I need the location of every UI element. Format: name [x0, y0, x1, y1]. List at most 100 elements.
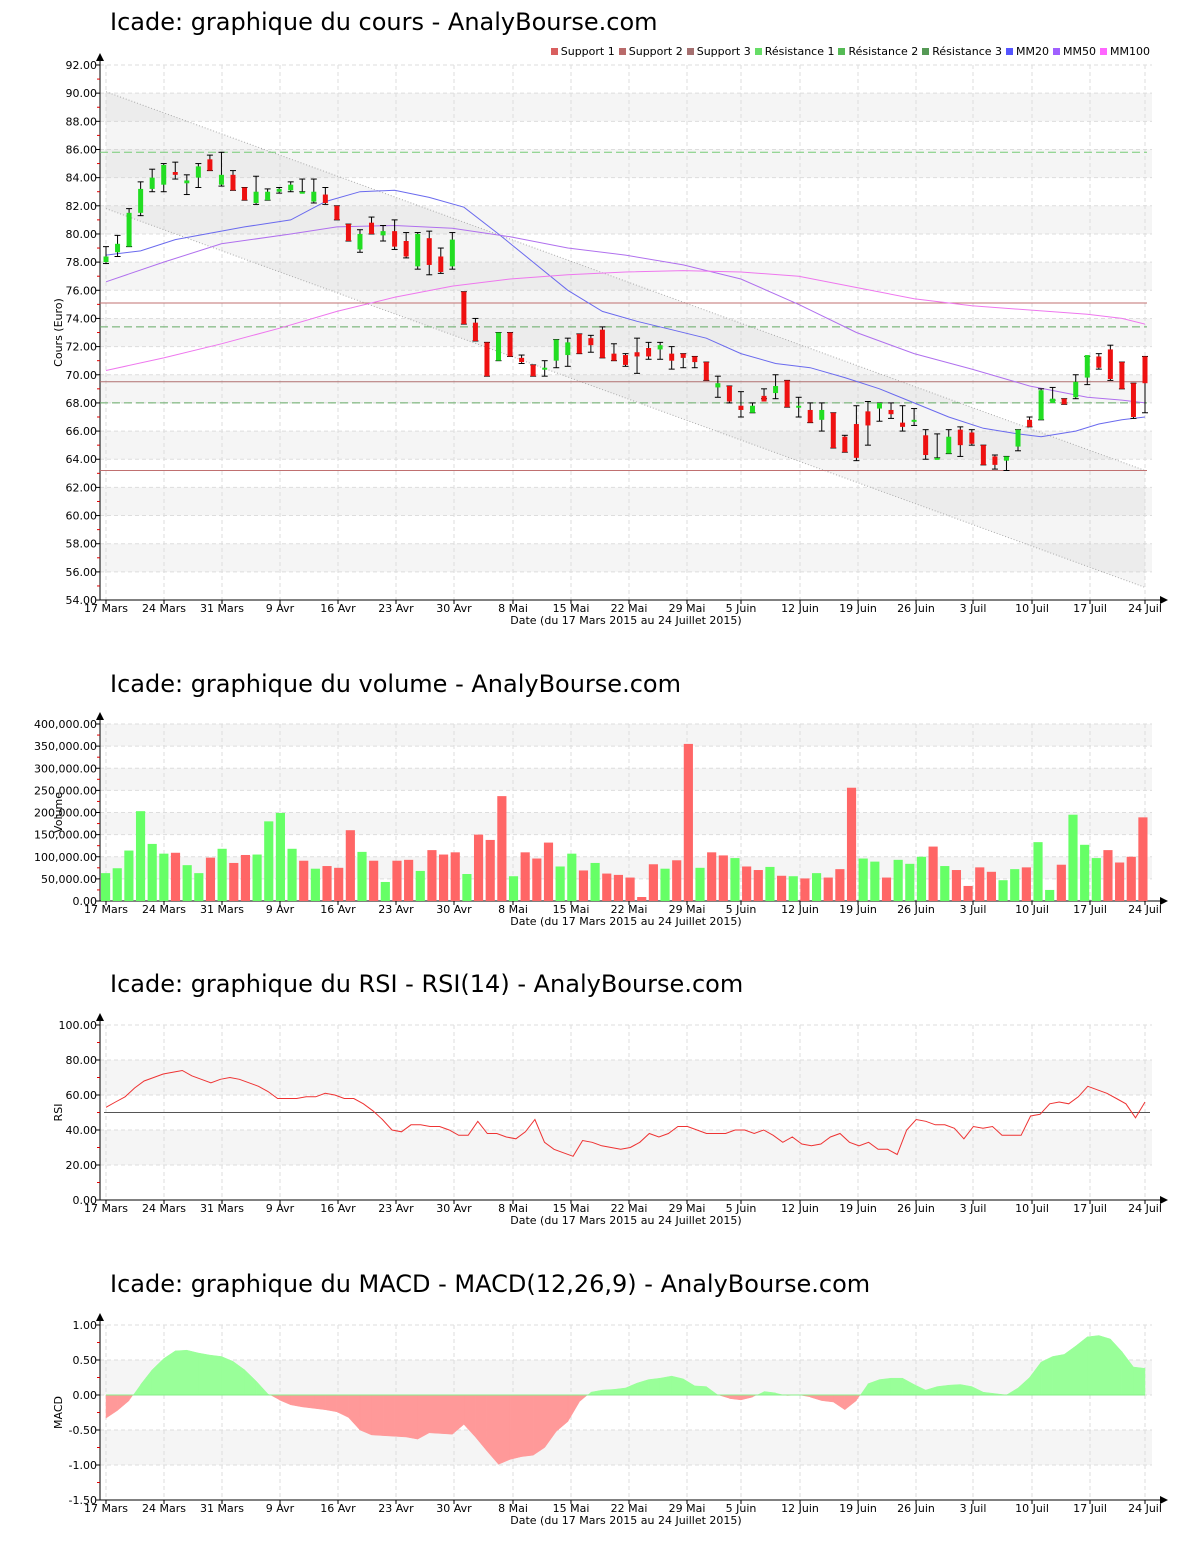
candle	[161, 164, 167, 185]
volume-bar	[229, 862, 239, 901]
x-axis-label: Date (du 17 Mars 2015 au 24 Juillet 2015…	[510, 915, 741, 928]
volume-bar	[683, 743, 693, 901]
legend-swatch-icon	[1100, 48, 1108, 55]
volume-bar	[928, 846, 938, 901]
x-tick-label: 9 Avr	[266, 1502, 295, 1515]
volume-bar	[124, 850, 134, 901]
volume-bar	[951, 870, 962, 901]
x-tick-label: 29 Mai	[669, 1202, 706, 1215]
volume-bar	[462, 874, 472, 901]
y-axis-label: Volume	[52, 792, 65, 833]
candle	[288, 184, 294, 191]
volume-bar	[695, 867, 705, 901]
candle	[1003, 456, 1009, 461]
x-tick-label: 17 Juil	[1073, 602, 1107, 615]
volume-bar	[1080, 844, 1090, 901]
y-tick-label: 54.00	[66, 594, 98, 607]
x-tick-label: 8 Mai	[498, 1502, 528, 1515]
candle	[519, 357, 525, 363]
volume-bar	[788, 876, 798, 901]
candle	[888, 409, 894, 415]
volume-bar	[823, 877, 833, 901]
candle	[392, 231, 398, 247]
x-tick-label: 30 Avr	[436, 903, 472, 916]
x-tick-label: 15 Mai	[553, 1502, 590, 1515]
volume-bar	[275, 812, 285, 901]
y-tick-label: 20.00	[66, 1159, 98, 1172]
y-tick-label: 90.00	[66, 87, 98, 100]
y-tick-label: 60.00	[66, 510, 98, 523]
volume-bar	[404, 859, 414, 901]
candle	[957, 429, 963, 446]
candle	[426, 238, 432, 265]
volume-bar	[485, 839, 495, 901]
volume-bar	[963, 885, 973, 901]
x-tick-label: 29 Mai	[669, 602, 706, 615]
x-axis-arrow-icon	[1160, 1496, 1168, 1504]
y-tick-label: 0.50	[73, 1354, 98, 1367]
volume-bar	[1115, 862, 1125, 901]
x-axis-arrow-icon	[1160, 596, 1168, 604]
volume-bar	[159, 853, 169, 901]
volume-bar	[508, 876, 519, 901]
x-tick-label: 12 Juin	[781, 602, 819, 615]
y-tick-label: 0.00	[73, 895, 98, 908]
candle	[876, 402, 882, 409]
candle	[865, 411, 871, 426]
x-tick-label: 31 Mars	[200, 1202, 244, 1215]
y-tick-label: 0.00	[73, 1389, 98, 1402]
volume-bar	[1126, 856, 1136, 901]
x-tick-label: 31 Mars	[200, 903, 244, 916]
legend-item: Résistance 1	[754, 45, 834, 58]
legend-item: MM20	[1006, 45, 1049, 58]
candle	[472, 322, 478, 341]
volume-bar	[672, 860, 682, 901]
y-tick-label: 84.00	[66, 172, 98, 185]
y-tick-label: 72.00	[66, 341, 98, 354]
candle	[357, 233, 363, 250]
volume-bar	[905, 863, 915, 901]
x-tick-label: 24 Juil	[1128, 1502, 1162, 1515]
y-tick-label: 82.00	[66, 200, 98, 213]
volume-bar	[217, 848, 227, 901]
moving-average-mm50	[105, 224, 1146, 404]
y-tick-label: 40.00	[66, 1124, 98, 1137]
legend-swatch-icon	[1006, 48, 1014, 55]
candle	[946, 436, 952, 454]
volume-bar	[415, 870, 425, 901]
x-tick-label: 10 Juil	[1015, 1502, 1049, 1515]
volume-bar	[753, 870, 763, 901]
volume-bar	[1021, 867, 1031, 901]
rsi-line	[105, 1069, 1146, 1157]
x-tick-label: 3 Juil	[960, 903, 987, 916]
candle	[380, 231, 386, 236]
x-tick-label: 16 Avr	[320, 1502, 356, 1515]
legend-label: Résistance 3	[932, 45, 1003, 58]
volume-bar	[648, 864, 658, 901]
legend-label: MM100	[1110, 45, 1150, 58]
y-tick-label: 80.00	[66, 1054, 98, 1067]
x-tick-label: 22 Mai	[611, 1502, 648, 1515]
y-tick-label: 1.00	[73, 1319, 98, 1332]
candle	[369, 222, 375, 234]
y-axis-arrow-icon	[96, 1313, 104, 1321]
x-tick-label: 26 Juin	[897, 1502, 935, 1515]
rsi-chart-title: Icade: graphique du RSI - RSI(14) - Anal…	[110, 970, 744, 998]
volume-bar	[567, 853, 577, 901]
x-tick-label: 26 Juin	[897, 602, 935, 615]
y-tick-label: 200,000.00	[34, 807, 97, 820]
x-tick-label: 30 Avr	[436, 602, 472, 615]
candle	[103, 256, 109, 263]
candle	[1119, 362, 1125, 389]
volume-bar	[602, 873, 612, 901]
volume-bar	[170, 852, 181, 901]
x-tick-label: 16 Avr	[320, 602, 356, 615]
candle	[230, 174, 236, 191]
y-tick-label: 70.00	[66, 369, 98, 382]
macd-chart-title: Icade: graphique du MACD - MACD(12,26,9)…	[110, 1270, 871, 1298]
x-tick-label: 24 Juil	[1128, 602, 1162, 615]
volume-bar	[940, 866, 950, 901]
x-axis-label: Date (du 17 Mars 2015 au 24 Juillet 2015…	[510, 614, 741, 627]
volume-bar	[497, 796, 507, 901]
